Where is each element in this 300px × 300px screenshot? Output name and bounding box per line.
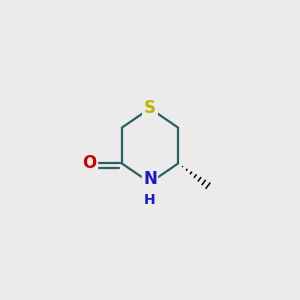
Text: O: O: [82, 154, 96, 172]
Text: H: H: [144, 193, 156, 207]
Text: S: S: [144, 99, 156, 117]
Text: N: N: [143, 170, 157, 188]
